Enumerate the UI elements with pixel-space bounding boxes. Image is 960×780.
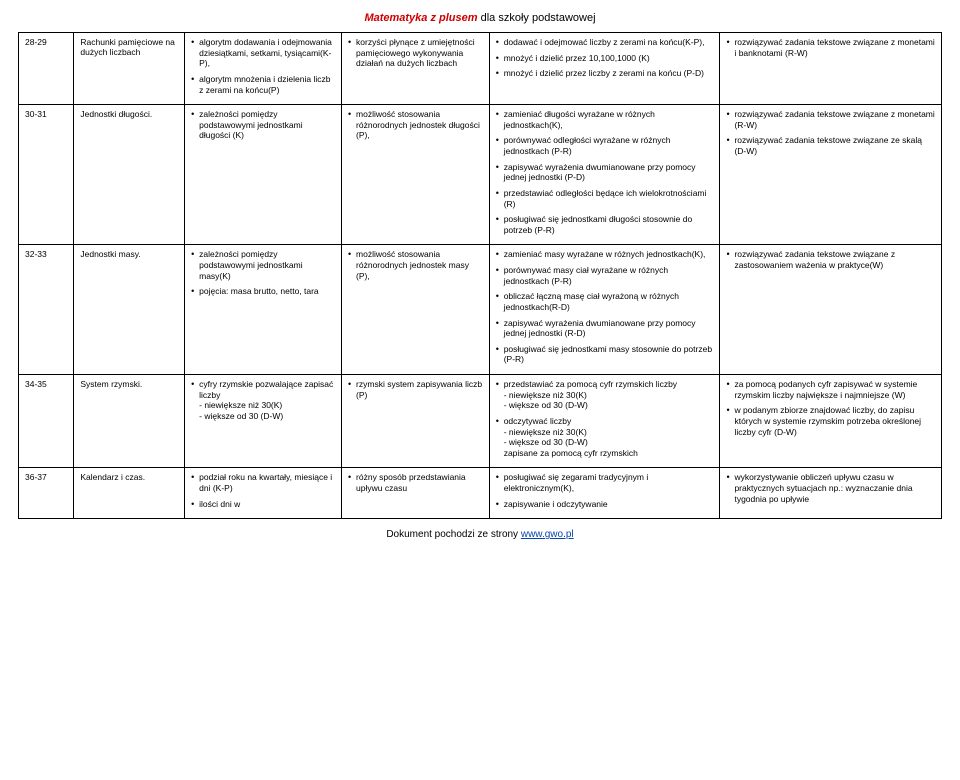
list-item: możliwość stosowania różnorodnych jednos…: [348, 249, 483, 281]
content-cell: rozwiązywać zadania tekstowe związane z …: [720, 105, 942, 245]
content-cell: wykorzystywanie obliczeń upływu czasu w …: [720, 468, 942, 519]
list-item: posługiwać się jednostkami długości stos…: [496, 214, 714, 235]
lesson-number: 36-37: [19, 468, 74, 519]
list-item: wykorzystywanie obliczeń upływu czasu w …: [726, 472, 935, 504]
list-item: rozwiązywać zadania tekstowe związane z …: [726, 37, 935, 58]
list-item: zależności pomiędzy podstawowymi jednost…: [191, 109, 335, 141]
list-item: możliwość stosowania różnorodnych jednos…: [348, 109, 483, 141]
lesson-number: 32-33: [19, 245, 74, 375]
content-cell: możliwość stosowania różnorodnych jednos…: [342, 105, 490, 245]
content-cell: zależności pomiędzy podstawowymi jednost…: [185, 105, 342, 245]
list-item: obliczać łączną masę ciał wyrażoną w róż…: [496, 291, 714, 312]
list-item: cyfry rzymskie pozwalające zapisać liczb…: [191, 379, 335, 422]
cell-list: zamieniać długości wyrażane w różnych je…: [496, 109, 714, 235]
content-cell: rozwiązywać zadania tekstowe związane z …: [720, 33, 942, 105]
cell-list: cyfry rzymskie pozwalające zapisać liczb…: [191, 379, 335, 422]
list-item: rozwiązywać zadania tekstowe związane z …: [726, 109, 935, 130]
content-cell: rzymski system zapisywania liczb (P): [342, 375, 490, 468]
table-row: 28-29Rachunki pamięciowe na dużych liczb…: [19, 33, 942, 105]
footer-prefix: Dokument pochodzi ze strony: [386, 529, 521, 540]
list-item: porównywać masy ciał wyrażane w różnych …: [496, 265, 714, 286]
list-item: rozwiązywać zadania tekstowe związane z …: [726, 249, 935, 270]
cell-list: zależności pomiędzy podstawowymi jednost…: [191, 249, 335, 297]
brand-suffix: dla szkoły podstawowej: [478, 12, 596, 24]
lesson-number: 30-31: [19, 105, 74, 245]
list-item: posługiwać się zegarami tradycyjnym i el…: [496, 472, 714, 493]
table-row: 34-35System rzymski.cyfry rzymskie pozwa…: [19, 375, 942, 468]
content-cell: za pomocą podanych cyfr zapisywać w syst…: [720, 375, 942, 468]
content-cell: zamieniać masy wyrażane w różnych jednos…: [489, 245, 720, 375]
content-cell: algorytm dodawania i odejmowania dziesią…: [185, 33, 342, 105]
list-item: algorytm dodawania i odejmowania dziesią…: [191, 37, 335, 69]
cell-list: wykorzystywanie obliczeń upływu czasu w …: [726, 472, 935, 504]
list-item: za pomocą podanych cyfr zapisywać w syst…: [726, 379, 935, 400]
cell-list: algorytm dodawania i odejmowania dziesią…: [191, 37, 335, 95]
list-item: różny sposób przedstawiania upływu czasu: [348, 472, 483, 493]
topic-cell: System rzymski.: [74, 375, 185, 468]
cell-list: za pomocą podanych cyfr zapisywać w syst…: [726, 379, 935, 437]
list-item: dodawać i odejmować liczby z zerami na k…: [496, 37, 714, 48]
list-item: zapisywać wyrażenia dwumianowane przy po…: [496, 318, 714, 339]
list-item: przedstawiać za pomocą cyfr rzymskich li…: [496, 379, 714, 411]
lesson-number: 34-35: [19, 375, 74, 468]
cell-list: posługiwać się zegarami tradycyjnym i el…: [496, 472, 714, 509]
list-item: ilości dni w: [191, 499, 335, 510]
list-item: zamieniać długości wyrażane w różnych je…: [496, 109, 714, 130]
list-item: podział roku na kwartały, miesiące i dni…: [191, 472, 335, 493]
list-item: zależności pomiędzy podstawowymi jednost…: [191, 249, 335, 281]
list-item: zapisywanie i odczytywanie: [496, 499, 714, 510]
curriculum-table: 28-29Rachunki pamięciowe na dużych liczb…: [18, 32, 942, 519]
cell-list: możliwość stosowania różnorodnych jednos…: [348, 249, 483, 281]
content-cell: zamieniać długości wyrażane w różnych je…: [489, 105, 720, 245]
topic-cell: Jednostki masy.: [74, 245, 185, 375]
cell-list: możliwość stosowania różnorodnych jednos…: [348, 109, 483, 141]
brand-title: Matematyka z plusem: [364, 12, 477, 24]
footer: Dokument pochodzi ze strony www.gwo.pl: [18, 529, 942, 540]
topic-cell: Rachunki pamięciowe na dużych liczbach: [74, 33, 185, 105]
list-item: zamieniać masy wyrażane w różnych jednos…: [496, 249, 714, 260]
lesson-number: 28-29: [19, 33, 74, 105]
cell-list: rozwiązywać zadania tekstowe związane z …: [726, 37, 935, 58]
content-cell: zależności pomiędzy podstawowymi jednost…: [185, 245, 342, 375]
topic-cell: Jednostki długości.: [74, 105, 185, 245]
list-item: przedstawiać odległości będące ich wielo…: [496, 188, 714, 209]
content-cell: rozwiązywać zadania tekstowe związane z …: [720, 245, 942, 375]
list-item: posługiwać się jednostkami masy stosowni…: [496, 344, 714, 365]
cell-list: korzyści płynące z umiejętności pamięcio…: [348, 37, 483, 69]
cell-list: rozwiązywać zadania tekstowe związane z …: [726, 249, 935, 270]
cell-list: przedstawiać za pomocą cyfr rzymskich li…: [496, 379, 714, 458]
footer-link[interactable]: www.gwo.pl: [521, 529, 574, 540]
list-item: odczytywać liczby - niewiększe niż 30(K)…: [496, 416, 714, 459]
content-cell: możliwość stosowania różnorodnych jednos…: [342, 245, 490, 375]
list-item: pojęcia: masa brutto, netto, tara: [191, 286, 335, 297]
content-cell: różny sposób przedstawiania upływu czasu: [342, 468, 490, 519]
content-cell: cyfry rzymskie pozwalające zapisać liczb…: [185, 375, 342, 468]
content-cell: przedstawiać za pomocą cyfr rzymskich li…: [489, 375, 720, 468]
cell-list: podział roku na kwartały, miesiące i dni…: [191, 472, 335, 509]
list-item: mnożyć i dzielić przez 10,100,1000 (K): [496, 53, 714, 64]
cell-list: zależności pomiędzy podstawowymi jednost…: [191, 109, 335, 141]
table-row: 30-31Jednostki długości.zależności pomię…: [19, 105, 942, 245]
table-row: 36-37Kalendarz i czas. podział roku na kw…: [19, 468, 942, 519]
list-item: algorytm mnożenia i dzielenia liczb z ze…: [191, 74, 335, 95]
list-item: porównywać odległości wyrażane w różnych…: [496, 135, 714, 156]
list-item: rozwiązywać zadania tekstowe związane ze…: [726, 135, 935, 156]
content-cell: podział roku na kwartały, miesiące i dni…: [185, 468, 342, 519]
list-item: mnożyć i dzielić przez liczby z zerami n…: [496, 68, 714, 79]
list-item: w podanym zbiorze znajdować liczby, do z…: [726, 405, 935, 437]
cell-list: zamieniać masy wyrażane w różnych jednos…: [496, 249, 714, 365]
cell-list: rzymski system zapisywania liczb (P): [348, 379, 483, 400]
content-cell: dodawać i odejmować liczby z zerami na k…: [489, 33, 720, 105]
list-item: korzyści płynące z umiejętności pamięcio…: [348, 37, 483, 69]
topic-cell: Kalendarz i czas.: [74, 468, 185, 519]
cell-list: rozwiązywać zadania tekstowe związane z …: [726, 109, 935, 157]
cell-list: różny sposób przedstawiania upływu czasu: [348, 472, 483, 493]
table-row: 32-33Jednostki masy.zależności pomiędzy …: [19, 245, 942, 375]
cell-list: dodawać i odejmować liczby z zerami na k…: [496, 37, 714, 79]
content-cell: korzyści płynące z umiejętności pamięcio…: [342, 33, 490, 105]
content-cell: posługiwać się zegarami tradycyjnym i el…: [489, 468, 720, 519]
list-item: rzymski system zapisywania liczb (P): [348, 379, 483, 400]
list-item: zapisywać wyrażenia dwumianowane przy po…: [496, 162, 714, 183]
page-header: Matematyka z plusem dla szkoły podstawow…: [18, 12, 942, 24]
